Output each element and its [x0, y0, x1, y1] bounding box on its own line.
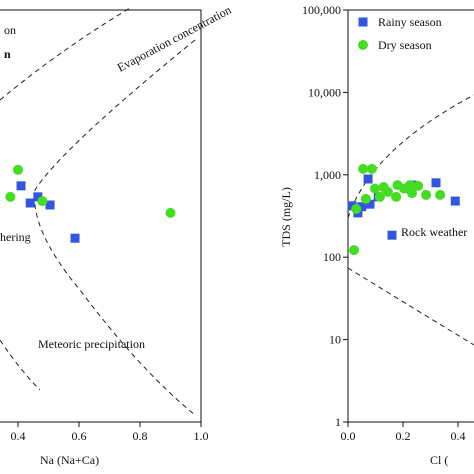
point: [165, 207, 176, 218]
point: [16, 181, 26, 191]
boundary-curve: [0, 339, 41, 391]
plot-frame: [347, 9, 474, 423]
point: [431, 178, 441, 188]
point: [25, 198, 35, 208]
x-tick-label: 0.4: [11, 429, 26, 443]
boundary-curve: [34, 39, 196, 416]
point: [33, 192, 43, 202]
annotation: Evaporation concentration: [115, 3, 234, 75]
legend-label: Rainy season: [378, 15, 442, 29]
point: [366, 163, 377, 174]
y-tick-label: 1: [335, 415, 341, 429]
point: [5, 191, 16, 202]
x-tick-label: 0.8: [133, 429, 148, 443]
point: [407, 188, 418, 199]
point: [421, 189, 432, 200]
point: [363, 174, 373, 184]
x-tick-label: 0.6: [72, 429, 87, 443]
point: [360, 193, 371, 204]
point: [369, 183, 380, 194]
x-tick-label: 0.0: [341, 429, 356, 443]
point: [435, 189, 446, 200]
x-axis-label: Cl (: [430, 453, 448, 467]
annotation: n: [4, 47, 11, 61]
point: [365, 199, 375, 209]
point: [450, 196, 460, 206]
y-tick-label: 100,000: [302, 3, 341, 17]
point: [378, 182, 389, 193]
y-tick-label: 1,000: [314, 168, 341, 182]
boundary-curve: [0, 7, 131, 101]
plot-frame: [0, 9, 202, 423]
boundary-curve: [347, 267, 474, 346]
x-axis-label: Na (Na+Ca): [40, 453, 99, 467]
legend-marker: [358, 40, 368, 50]
annotation: on: [4, 23, 16, 37]
x-tick-label: 1.0: [194, 429, 209, 443]
point: [13, 164, 23, 175]
point: [351, 203, 362, 214]
x-tick-label: 0.2: [396, 429, 411, 443]
y-axis-label: TDS (mg/L): [279, 187, 293, 247]
point: [374, 191, 385, 202]
legend-label: Dry season: [378, 38, 432, 52]
point: [404, 180, 415, 191]
annotation: Rock weather: [401, 225, 467, 239]
point: [357, 202, 367, 212]
point: [70, 233, 80, 243]
point: [413, 180, 424, 191]
annotation: Meteoric precipitation: [38, 337, 145, 351]
y-tick-label: 10: [329, 333, 341, 347]
x-tick-label: 0.4: [451, 429, 466, 443]
point: [45, 200, 55, 210]
point: [349, 245, 360, 256]
legend-marker: [358, 17, 368, 27]
boundary-curve: [347, 94, 474, 219]
point: [387, 230, 397, 240]
point: [347, 201, 357, 211]
point: [358, 163, 369, 174]
y-tick-label: 100: [323, 250, 341, 264]
point: [392, 180, 403, 191]
point: [37, 196, 48, 207]
annotation: hering: [0, 230, 31, 244]
point: [391, 191, 402, 202]
y-tick-label: 10,000: [308, 85, 341, 99]
